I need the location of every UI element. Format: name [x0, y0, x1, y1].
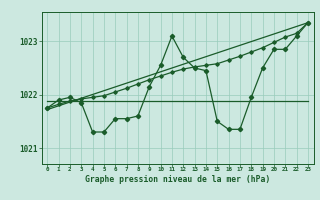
X-axis label: Graphe pression niveau de la mer (hPa): Graphe pression niveau de la mer (hPa): [85, 175, 270, 184]
